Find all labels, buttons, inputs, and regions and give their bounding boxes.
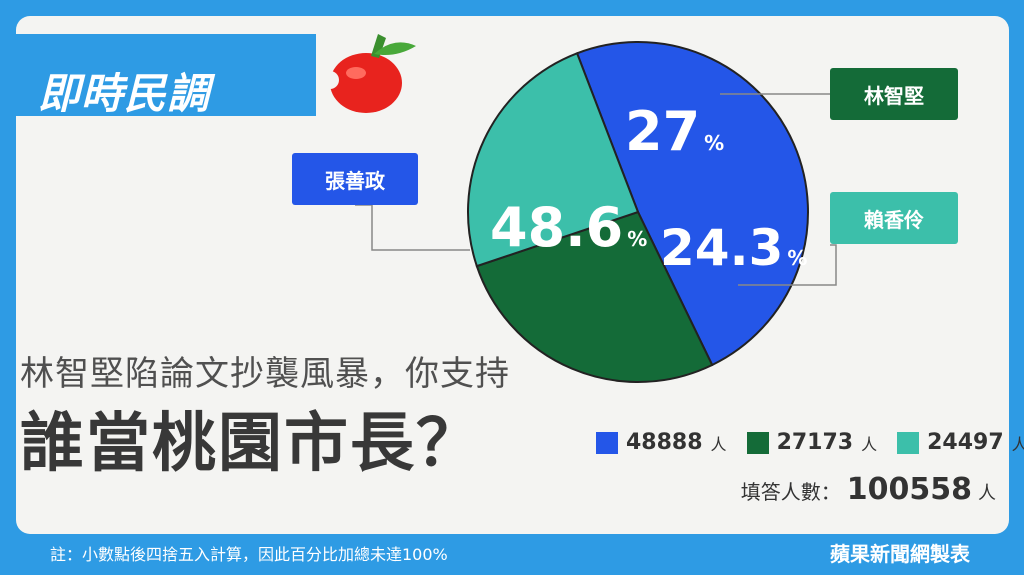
legend-count: 27173	[776, 430, 854, 455]
total-label: 填答人數：	[740, 480, 841, 504]
legend-item: 27173 人	[746, 430, 878, 455]
legend-swatch	[746, 431, 769, 454]
candidate-label-lin: 林智堅	[830, 68, 958, 120]
legend-swatch	[596, 431, 618, 454]
apple-logo-icon	[321, 34, 416, 113]
pie-slice	[467, 51, 640, 268]
legend-count: 48888	[626, 430, 703, 455]
legend-unit: 人	[710, 434, 727, 454]
total-unit: 人	[978, 483, 996, 504]
connector-line	[738, 244, 837, 286]
brand-banner: 即時民調	[16, 34, 316, 118]
pie-slice	[475, 210, 714, 383]
brand-title: 即時民調	[38, 69, 211, 118]
question-line2: 誰當桃園市長？	[20, 407, 482, 481]
legend: 48888 人 27173 人 24497 人	[596, 430, 1024, 455]
question-line1: 林智堅陷論文抄襲風暴，你支持	[20, 354, 510, 394]
slice-percent-label: 24.3%	[660, 219, 807, 277]
legend-swatch	[897, 431, 920, 454]
footnote: 註：小數點後四捨五入計算，因此百分比加總未達100%	[50, 545, 448, 564]
legend-unit: 人	[861, 434, 878, 454]
candidate-label-zhang: 張善政	[292, 153, 418, 205]
pie-slice	[575, 41, 809, 367]
legend-item: 24497 人	[897, 430, 1024, 455]
connector-line	[355, 204, 470, 251]
slice-percent-label: 48.6%	[490, 196, 647, 259]
legend-count: 24497	[927, 430, 1004, 455]
candidate-label-lai: 賴香伶	[830, 192, 958, 244]
legend-unit: 人	[1011, 434, 1024, 454]
respondent-total: 填答人數： 100558 人	[741, 472, 996, 507]
legend-item: 48888 人	[596, 430, 727, 455]
total-value: 100558	[846, 472, 972, 507]
source-credit: 蘋果新聞網製表	[830, 542, 970, 566]
